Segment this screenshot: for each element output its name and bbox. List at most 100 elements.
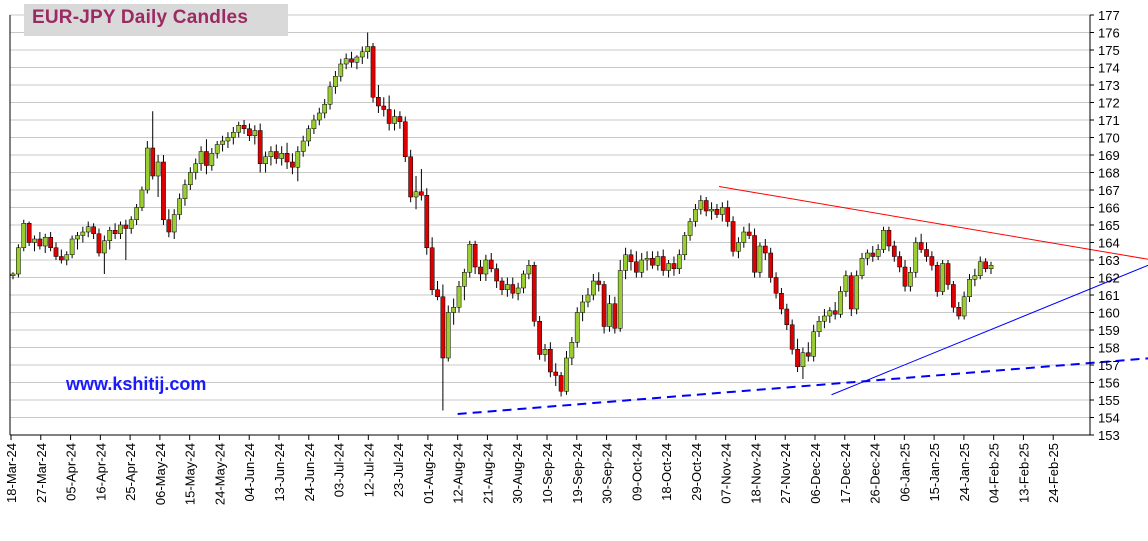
x-tick-label: 04-Feb-25 xyxy=(987,443,1002,503)
x-tick-label: 06-May-24 xyxy=(153,443,168,505)
candle-body xyxy=(574,312,580,343)
candle-body xyxy=(639,259,645,273)
x-tick-label: 26-Dec-24 xyxy=(868,443,883,504)
x-tick-label: 24-Jun-24 xyxy=(302,443,317,502)
candle-body xyxy=(134,207,139,220)
candle-body xyxy=(870,252,876,257)
candle-body xyxy=(746,231,752,236)
candle-body xyxy=(655,256,661,266)
candle-body xyxy=(252,130,258,136)
candle-body xyxy=(569,342,575,359)
candle-body xyxy=(456,286,462,308)
candle-body xyxy=(483,259,489,275)
candle-body xyxy=(623,254,628,271)
candle-body xyxy=(951,284,956,308)
candle-body xyxy=(988,265,994,269)
candle-body xyxy=(816,321,822,332)
candle-body xyxy=(263,156,268,164)
candle-body xyxy=(85,226,91,233)
candle-body xyxy=(768,252,774,278)
x-tick-label: 23-Jul-24 xyxy=(391,443,406,497)
candle-body xyxy=(26,223,32,243)
candle-body xyxy=(510,284,516,294)
y-tick-label: 155 xyxy=(1098,393,1120,408)
candle-body xyxy=(591,280,596,296)
candle-body xyxy=(762,245,768,254)
candle-body xyxy=(580,301,585,313)
candle-body xyxy=(644,258,650,261)
candle-body xyxy=(193,163,199,173)
candle-body xyxy=(730,221,736,252)
candle-body xyxy=(488,259,494,269)
candle-body xyxy=(107,230,113,241)
trendlines xyxy=(457,186,1148,415)
y-tick-label: 154 xyxy=(1098,411,1120,426)
candle-body xyxy=(531,265,537,322)
y-tick-label: 156 xyxy=(1098,376,1120,391)
candle-body xyxy=(934,265,940,292)
candle-body xyxy=(32,238,37,243)
candle-body xyxy=(413,191,419,198)
candle-body xyxy=(316,112,322,121)
candle-body xyxy=(198,151,204,164)
y-tick-label: 171 xyxy=(1098,113,1120,128)
x-tick-label: 06-Jan-25 xyxy=(897,443,912,502)
candle-body xyxy=(784,308,790,325)
candle-body xyxy=(564,357,569,392)
chart-title: EUR-JPY Daily Candles xyxy=(32,7,249,28)
candle-body xyxy=(161,161,166,220)
y-tick-label: 160 xyxy=(1098,306,1120,321)
candle-body xyxy=(435,289,440,297)
horizontal-gridlines xyxy=(10,14,1090,436)
candle-body xyxy=(230,132,236,138)
candle-body xyxy=(10,273,16,276)
candle-body xyxy=(236,125,242,133)
candle-body xyxy=(284,153,290,163)
candle-body xyxy=(967,279,972,297)
x-tick-label: 12-Aug-24 xyxy=(451,443,466,504)
x-tick-label: 01-Aug-24 xyxy=(421,443,436,504)
candle-body xyxy=(752,235,757,273)
y-tick-label: 159 xyxy=(1098,323,1120,338)
y-tick-label: 175 xyxy=(1098,43,1120,58)
candle-body xyxy=(311,119,317,129)
candle-body xyxy=(779,293,784,310)
candle-body xyxy=(854,275,860,310)
y-tick-label: 162 xyxy=(1098,271,1120,286)
candle-body xyxy=(343,58,349,65)
candle-body xyxy=(268,151,274,157)
candle-body xyxy=(349,58,354,63)
candle-body xyxy=(21,223,27,248)
candle-body xyxy=(376,97,381,107)
x-tick-label: 15-May-24 xyxy=(183,443,198,505)
candle-body xyxy=(940,263,945,292)
candle-body xyxy=(419,191,424,196)
candle-body xyxy=(832,310,838,315)
y-tick-label: 168 xyxy=(1098,166,1120,181)
candle-body xyxy=(725,207,731,222)
candle-body xyxy=(69,238,75,255)
x-tick-label: 05-Apr-24 xyxy=(64,443,79,501)
candle-body xyxy=(585,294,591,303)
candle-body xyxy=(666,263,671,271)
x-tick-label: 18-Mar-24 xyxy=(4,443,19,503)
candle-body xyxy=(354,56,360,63)
y-tick-label: 165 xyxy=(1098,218,1120,233)
x-tick-label: 16-Apr-24 xyxy=(93,443,108,501)
candle-body xyxy=(64,254,70,261)
candle-body xyxy=(214,144,220,154)
candle-body xyxy=(548,349,553,373)
candle-body xyxy=(703,200,709,212)
candle-body xyxy=(365,46,371,52)
candle-body xyxy=(16,247,21,275)
y-tick-label: 170 xyxy=(1098,131,1120,146)
candle-body xyxy=(42,237,48,247)
candle-body xyxy=(902,266,908,287)
y-tick-label: 177 xyxy=(1098,8,1120,23)
candle-body xyxy=(918,242,924,250)
x-tick-label: 12-Jul-24 xyxy=(361,443,376,497)
x-tick-label: 10-Sep-24 xyxy=(540,443,555,504)
candle-body xyxy=(118,224,123,234)
y-tick-label: 172 xyxy=(1098,96,1120,111)
